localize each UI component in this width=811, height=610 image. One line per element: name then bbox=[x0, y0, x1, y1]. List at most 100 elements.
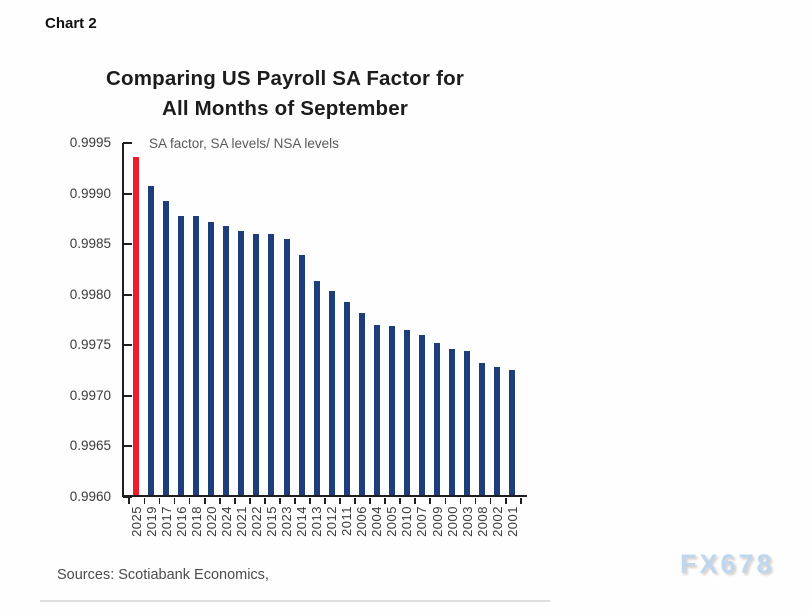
x-axis-label-2016: 2016 bbox=[173, 506, 189, 537]
bar-2010 bbox=[403, 330, 410, 495]
y-axis-label-0.9975: 0.9975 bbox=[69, 337, 111, 353]
bar-2025 bbox=[133, 157, 139, 495]
x-axis-tick-14 bbox=[339, 497, 341, 504]
y-axis-tick-0.9995 bbox=[123, 142, 132, 144]
bar-2022 bbox=[253, 234, 260, 495]
y-axis-label-0.9985: 0.9985 bbox=[69, 236, 111, 252]
x-axis-label-2000: 2000 bbox=[444, 506, 460, 537]
bar-2024 bbox=[223, 226, 230, 495]
bar-2006 bbox=[358, 312, 365, 495]
bar-2008 bbox=[479, 362, 486, 495]
plot-area: SA factor, SA levels/ NSA levels 0.9995 0… bbox=[70, 135, 527, 537]
bar-2021 bbox=[238, 231, 245, 495]
x-axis-label-2013: 2013 bbox=[309, 506, 325, 537]
x-axis-tick-5 bbox=[203, 497, 206, 504]
x-axis-tick-24 bbox=[489, 497, 492, 504]
x-axis-label-2012: 2012 bbox=[324, 506, 340, 537]
x-axis-tick-13 bbox=[324, 497, 326, 504]
x-axis-label-2003: 2003 bbox=[459, 506, 475, 537]
x-axis-tick-16 bbox=[369, 497, 372, 504]
x-axis-label-2006: 2006 bbox=[354, 506, 370, 537]
x-axis-tick-9 bbox=[263, 497, 266, 504]
x-axis-label-2017: 2017 bbox=[158, 506, 174, 537]
x-axis-label-2004: 2004 bbox=[369, 506, 385, 537]
bar-2019 bbox=[148, 185, 155, 495]
x-axis-tick-4 bbox=[188, 497, 191, 504]
bar-2012 bbox=[328, 290, 335, 495]
bar-2009 bbox=[434, 343, 440, 495]
x-axis-label-2023: 2023 bbox=[279, 506, 294, 537]
watermark-fx678: FX678 bbox=[680, 549, 775, 579]
x-axis-tick-1 bbox=[143, 497, 146, 504]
y-axis-label-0.9970: 0.9970 bbox=[69, 387, 111, 403]
y-axis-tick-0.9975 bbox=[123, 344, 132, 347]
x-axis-tick-2 bbox=[158, 497, 161, 504]
x-axis-tick-10 bbox=[278, 497, 281, 504]
x-axis-label-2024: 2024 bbox=[218, 506, 234, 537]
x-axis-tick-23 bbox=[474, 497, 477, 504]
x-axis-tick-17 bbox=[384, 497, 387, 504]
y-axis-label-0.9965: 0.9965 bbox=[69, 438, 111, 454]
x-axis-tick-3 bbox=[173, 497, 176, 504]
y-axis-label-0.9960: 0.9960 bbox=[69, 489, 111, 504]
x-axis-label-2009: 2009 bbox=[429, 506, 445, 537]
x-axis-tick-12 bbox=[309, 497, 311, 504]
x-axis-label-2005: 2005 bbox=[384, 506, 400, 537]
bar-2014 bbox=[298, 255, 305, 495]
x-axis-tick-15 bbox=[354, 497, 357, 504]
x-axis-label-2020: 2020 bbox=[203, 506, 219, 537]
bar-2004 bbox=[373, 325, 380, 495]
chart-label: Chart 2 bbox=[45, 15, 97, 32]
x-axis-label-2019: 2019 bbox=[143, 506, 159, 537]
x-axis-label-2011: 2011 bbox=[339, 506, 355, 536]
bar-2018 bbox=[193, 215, 200, 495]
bar-2003 bbox=[464, 351, 471, 495]
bar-2000 bbox=[449, 349, 456, 495]
chart-title-line2: All Months of September bbox=[161, 97, 409, 120]
y-axis-tick-0.9970 bbox=[123, 394, 132, 397]
y-axis-label-0.9990: 0.9990 bbox=[69, 185, 111, 201]
x-axis-label-2002: 2002 bbox=[489, 506, 505, 537]
x-axis-tick-6 bbox=[218, 497, 221, 504]
x-axis-tick-20 bbox=[429, 497, 432, 504]
y-axis-label-0.9995: 0.9995 bbox=[69, 135, 111, 150]
sources-note: Sources: Scotiabank Economics, bbox=[57, 567, 269, 583]
x-axis-tick-18 bbox=[399, 497, 402, 504]
bar-2023 bbox=[283, 239, 290, 495]
y-axis-label-0.9980: 0.9980 bbox=[69, 286, 111, 302]
bar-2017 bbox=[163, 200, 170, 495]
x-axis-tick-21 bbox=[444, 497, 447, 504]
y-axis-tick-0.9960 bbox=[123, 496, 132, 498]
x-axis-tick-7 bbox=[233, 497, 236, 504]
x-axis-label-2014: 2014 bbox=[294, 506, 310, 537]
x-axis-tick-25 bbox=[504, 497, 507, 504]
x-axis-tick-22 bbox=[459, 497, 462, 504]
y-axis-tick-0.9990 bbox=[123, 192, 132, 195]
x-axis-label-2021: 2021 bbox=[233, 506, 249, 537]
bar-2015 bbox=[268, 234, 275, 495]
x-axis-tick-11 bbox=[294, 497, 296, 504]
x-axis-tick-19 bbox=[414, 497, 417, 504]
bottom-divider bbox=[40, 600, 550, 602]
chart-title: Comparing US Payroll SA Factor for All M… bbox=[55, 64, 515, 124]
chart-subtitle: SA factor, SA levels/ NSA levels bbox=[149, 136, 339, 151]
y-axis-tick-0.9965 bbox=[123, 445, 132, 448]
x-axis-label-2008: 2008 bbox=[474, 506, 490, 537]
x-axis-tick-26 bbox=[519, 497, 522, 504]
x-axis-label-2010: 2010 bbox=[399, 506, 415, 537]
bar-2002 bbox=[494, 366, 501, 495]
bar-2020 bbox=[208, 221, 215, 495]
bar-2007 bbox=[418, 335, 425, 495]
x-axis-label-2015: 2015 bbox=[263, 506, 279, 537]
bar-2011 bbox=[343, 301, 350, 495]
bar-2001 bbox=[509, 369, 516, 495]
x-axis-label-2022: 2022 bbox=[248, 506, 264, 537]
x-axis-label-2025: 2025 bbox=[128, 506, 144, 537]
x-axis-tick-0 bbox=[128, 497, 131, 504]
bar-2013 bbox=[313, 280, 320, 495]
y-axis-tick-0.9980 bbox=[123, 293, 132, 296]
x-axis-label-2001: 2001 bbox=[504, 506, 520, 537]
x-axis-label-2018: 2018 bbox=[188, 506, 204, 537]
y-axis-tick-0.9985 bbox=[123, 243, 132, 246]
x-axis-tick-8 bbox=[248, 497, 251, 504]
